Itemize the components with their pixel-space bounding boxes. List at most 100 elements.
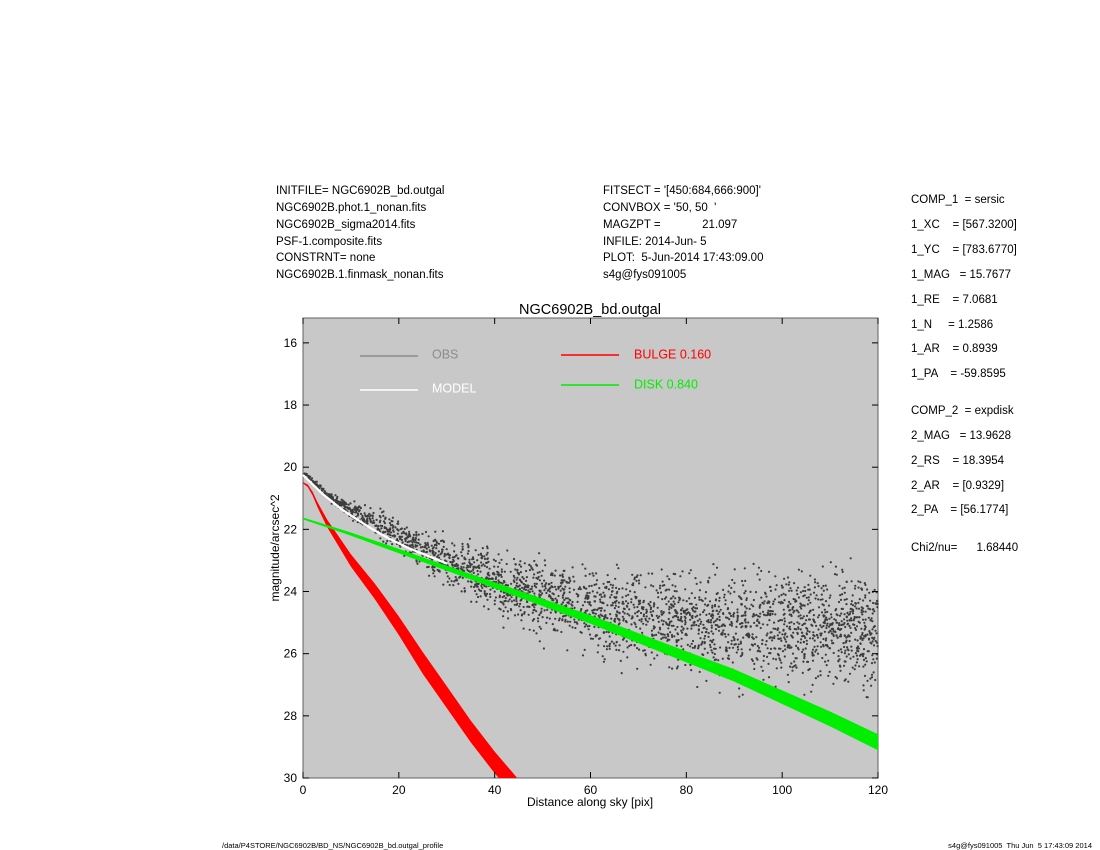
obs-point	[564, 614, 567, 617]
obs-point	[701, 640, 704, 643]
obs-point	[466, 564, 469, 567]
obs-point	[738, 622, 742, 626]
obs-point	[432, 568, 435, 572]
obs-point	[769, 631, 772, 634]
obs-point	[625, 621, 628, 624]
obs-point	[426, 541, 429, 545]
obs-point	[608, 642, 612, 645]
legend-label: OBS	[432, 347, 458, 361]
obs-point	[615, 586, 618, 590]
obs-point	[431, 552, 434, 555]
obs-point	[648, 617, 651, 620]
obs-point	[855, 607, 858, 610]
obs-point	[504, 597, 507, 600]
obs-point	[400, 535, 404, 538]
obs-point	[805, 639, 808, 642]
obs-point	[541, 616, 544, 619]
obs-point	[816, 652, 820, 655]
obs-point	[769, 647, 773, 651]
obs-point	[538, 571, 541, 574]
obs-point	[615, 613, 618, 616]
obs-point	[529, 565, 533, 568]
obs-point	[785, 640, 788, 643]
obs-point	[543, 559, 546, 562]
obs-point	[780, 661, 783, 664]
obs-point	[817, 628, 820, 631]
obs-point	[615, 599, 618, 603]
obs-point	[584, 597, 587, 600]
obs-point	[604, 614, 607, 617]
obs-point	[828, 647, 832, 650]
obs-point	[503, 595, 506, 598]
comp2-line: 2_RS = 18.3954	[911, 455, 1005, 467]
obs-point	[369, 518, 372, 522]
obs-point	[391, 534, 394, 537]
obs-point	[480, 564, 483, 567]
obs-point	[525, 576, 529, 579]
obs-point	[646, 620, 649, 623]
obs-point	[590, 584, 593, 587]
obs-point	[790, 614, 793, 618]
obs-point	[618, 587, 621, 591]
obs-point	[864, 594, 867, 597]
obs-point	[597, 637, 601, 640]
obs-point	[809, 601, 812, 604]
obs-point	[824, 611, 827, 614]
obs-point	[677, 638, 680, 642]
obs-point	[591, 611, 595, 614]
obs-point	[779, 602, 782, 605]
obs-point	[587, 596, 590, 600]
obs-point	[762, 654, 766, 658]
obs-point	[866, 696, 869, 699]
obs-point	[628, 614, 631, 617]
obs-point	[493, 603, 496, 606]
obs-point	[434, 538, 437, 541]
obs-point	[869, 599, 872, 602]
obs-point	[834, 630, 837, 634]
obs-point	[501, 582, 504, 585]
obs-point	[650, 651, 653, 654]
obs-point	[739, 642, 743, 645]
obs-point	[848, 672, 852, 675]
header-middle-line: PLOT: 5-Jun-2014 17:43:09.00	[603, 252, 764, 264]
obs-point	[460, 567, 463, 570]
obs-point	[858, 598, 861, 601]
obs-point	[825, 637, 828, 640]
obs-point	[772, 602, 775, 606]
obs-point	[505, 562, 508, 566]
obs-point	[368, 515, 371, 518]
obs-point	[533, 603, 536, 606]
obs-point	[791, 606, 794, 609]
obs-point	[545, 591, 548, 595]
obs-point	[617, 601, 621, 604]
obs-point	[773, 635, 776, 638]
obs-point	[489, 595, 492, 599]
obs-point	[832, 682, 835, 685]
obs-point	[475, 566, 478, 569]
footer-path: /data/P4STORE/NGC6902B/BD_NS/NGC6902B_bd…	[222, 841, 444, 850]
obs-point	[702, 611, 705, 614]
obs-point	[581, 654, 585, 657]
obs-point	[853, 587, 857, 590]
obs-point	[382, 540, 385, 543]
obs-point	[652, 610, 655, 613]
obs-point	[506, 549, 509, 552]
obs-point	[827, 604, 831, 607]
obs-point	[618, 619, 621, 622]
obs-point	[821, 598, 824, 601]
obs-point	[866, 650, 869, 653]
obs-point	[460, 590, 463, 593]
obs-point	[713, 643, 716, 646]
obs-point	[606, 604, 609, 607]
obs-point	[843, 618, 846, 621]
obs-point	[506, 584, 510, 587]
obs-point	[564, 597, 568, 600]
obs-point	[730, 586, 733, 590]
obs-point	[382, 520, 386, 523]
obs-point	[622, 610, 625, 613]
obs-point	[753, 643, 757, 646]
obs-point	[433, 553, 436, 557]
obs-point	[553, 585, 557, 588]
obs-point	[871, 612, 874, 615]
obs-point	[348, 506, 351, 510]
